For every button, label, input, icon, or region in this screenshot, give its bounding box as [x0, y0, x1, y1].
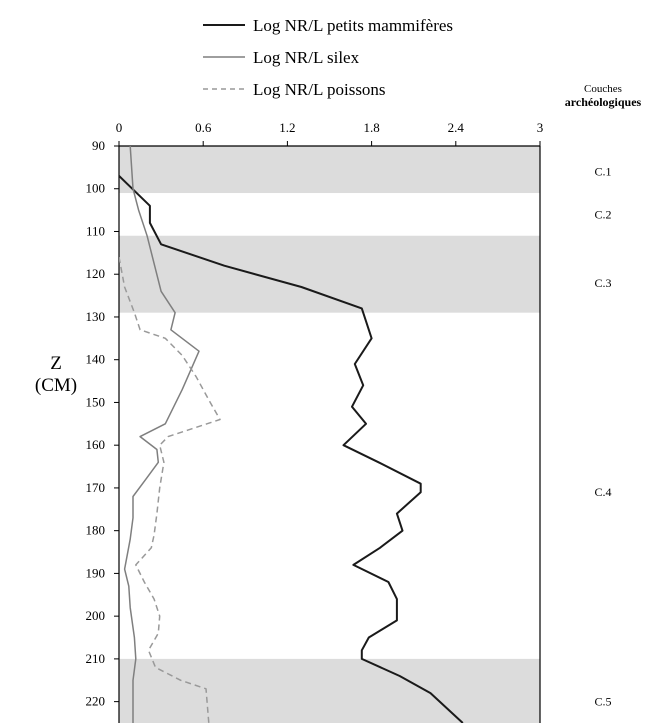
x-tick-label: 0.6 — [195, 120, 212, 135]
legend: Log NR/L petits mammifères Log NR/L silex… — [203, 16, 453, 99]
layer-band-c5 — [119, 658, 540, 723]
series-line-1 — [123, 146, 200, 723]
y-tick-label: 120 — [86, 266, 106, 281]
layer-label: C.1 — [594, 165, 611, 179]
legend-label-1: Log NR/L silex — [253, 48, 360, 67]
layer-band-c1 — [119, 146, 540, 194]
y-axis-title-line2: (CM) — [35, 375, 77, 396]
x-axis: 0 0.6 1.2 1.8 2.4 3 — [116, 120, 544, 723]
layer-label: C.5 — [594, 695, 611, 709]
y-tick-label: 210 — [86, 651, 106, 666]
y-tick-label: 130 — [86, 309, 106, 324]
y-tick-label: 150 — [86, 394, 106, 409]
x-tick-label: 2.4 — [448, 120, 465, 135]
series-line-2 — [119, 256, 221, 723]
series-line-0 — [119, 175, 464, 723]
layer-band-c3 — [119, 235, 540, 313]
layer-label: C.4 — [594, 485, 611, 499]
y-tick-label: 140 — [86, 352, 106, 367]
y-tick-label: 180 — [86, 523, 106, 538]
y-tick-label: 90 — [92, 138, 105, 153]
layer-label: C.2 — [594, 207, 611, 221]
y-axis-title-line1: Z — [50, 353, 62, 374]
layer-labels: C.1 C.2 C.3 C.4 C.5 — [594, 165, 611, 709]
legend-label-2: Log NR/L poissons — [253, 80, 386, 99]
y-tick-label: 220 — [86, 694, 106, 709]
x-tick-label: 1.8 — [363, 120, 379, 135]
series-lines — [119, 146, 464, 723]
couches-title-line1: Couches — [584, 83, 622, 95]
legend-label-0: Log NR/L petits mammifères — [253, 16, 453, 35]
y-axis: 90 100 110 120 130 140 150 160 170 180 190 200 210 22… — [86, 138, 120, 723]
x-tick-label: 1.2 — [279, 120, 295, 135]
y-tick-label: 190 — [86, 565, 106, 580]
layer-bands — [119, 146, 540, 723]
x-tick-label: 0 — [116, 120, 123, 135]
y-tick-label: 110 — [86, 223, 105, 238]
x-tick-label: 3 — [537, 120, 544, 135]
couches-title-line2: archéologiques — [565, 95, 642, 109]
y-tick-label: 170 — [86, 480, 106, 495]
y-tick-label: 200 — [86, 608, 106, 623]
y-tick-label: 100 — [86, 181, 106, 196]
layer-label: C.3 — [594, 276, 611, 290]
y-tick-label: 160 — [86, 437, 106, 452]
